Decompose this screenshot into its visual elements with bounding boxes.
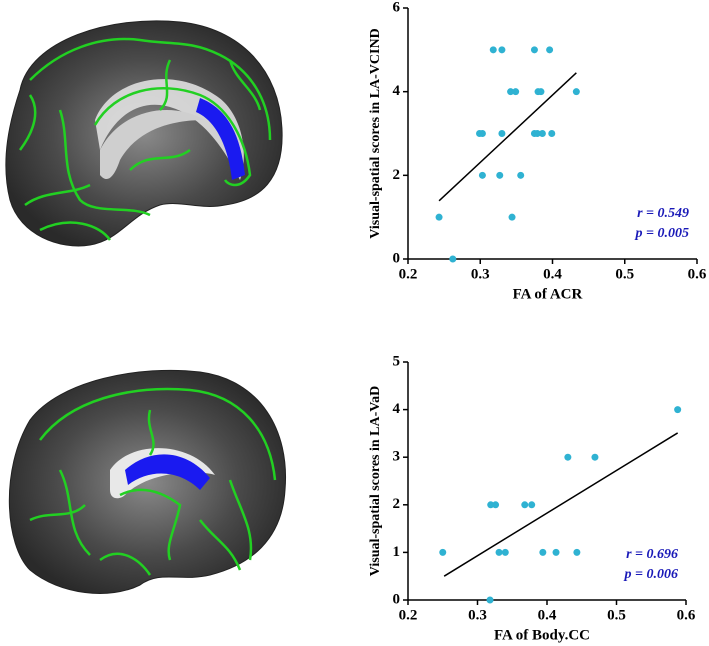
y-tick-label: 0 <box>393 250 401 266</box>
data-point <box>487 501 495 509</box>
y-tick-label: 0 <box>393 591 401 607</box>
y-tick-label: 2 <box>393 167 401 183</box>
data-point <box>539 548 547 556</box>
data-point <box>512 88 520 96</box>
data-point <box>521 501 529 509</box>
data-point <box>498 46 506 54</box>
y-axis-label: Visual-spatial scores in LA-VCIND <box>368 28 383 238</box>
data-point <box>538 130 546 137</box>
x-tick-label: 0.6 <box>677 607 696 623</box>
stat-annotation: p = 0.006 <box>624 567 678 582</box>
x-tick-label: 0.3 <box>468 607 487 623</box>
x-tick-label: 0.4 <box>538 607 557 623</box>
x-tick-label: 0.5 <box>607 607 626 623</box>
data-point <box>496 171 504 179</box>
y-tick-label: 3 <box>393 449 401 465</box>
data-point <box>478 171 486 179</box>
data-point <box>530 46 538 54</box>
y-tick-label: 1 <box>393 544 401 560</box>
data-point <box>546 46 554 54</box>
x-axis-label: FA of ACR <box>513 286 583 302</box>
data-point <box>495 548 503 556</box>
data-point <box>572 88 580 96</box>
y-axis-label: Visual-spatial scores in LA-VaD <box>368 386 383 576</box>
data-point <box>533 130 541 137</box>
data-point <box>591 453 599 461</box>
y-tick-label: 6 <box>393 0 401 15</box>
data-point <box>435 213 443 221</box>
x-tick-label: 0.2 <box>399 607 418 623</box>
data-point <box>449 255 457 263</box>
fit-line <box>438 72 577 202</box>
y-tick-label: 2 <box>393 496 401 512</box>
stat-annotation: r = 0.696 <box>626 547 678 562</box>
data-point <box>573 548 581 556</box>
data-point <box>498 130 506 137</box>
x-axis-label: FA of Body.CC <box>494 627 590 643</box>
brain-image-top <box>5 20 283 247</box>
data-point <box>486 596 494 604</box>
data-point <box>564 453 572 461</box>
data-point <box>492 501 500 509</box>
x-tick-label: 0.4 <box>543 266 562 282</box>
stat-annotation: r = 0.549 <box>637 206 689 221</box>
stat-annotation: p = 0.005 <box>635 226 689 241</box>
y-tick-label: 4 <box>393 83 401 99</box>
data-point <box>508 213 516 221</box>
data-point <box>537 88 545 96</box>
y-tick-label: 5 <box>393 353 401 369</box>
data-point <box>507 88 515 96</box>
data-point <box>439 548 447 556</box>
x-tick-label: 0.6 <box>688 266 707 282</box>
data-point <box>552 548 560 556</box>
data-point <box>517 171 525 179</box>
data-point <box>548 130 556 137</box>
x-tick-label: 0.5 <box>615 266 634 282</box>
x-tick-label: 0.3 <box>471 266 490 282</box>
x-tick-label: 0.2 <box>399 266 418 282</box>
data-point <box>489 46 497 54</box>
data-point <box>674 406 682 414</box>
data-point <box>528 501 536 509</box>
data-point <box>478 130 486 137</box>
y-tick-label: 4 <box>393 401 401 417</box>
data-point <box>501 548 509 556</box>
fit-line <box>443 432 679 577</box>
brain-image-bottom <box>8 369 287 594</box>
